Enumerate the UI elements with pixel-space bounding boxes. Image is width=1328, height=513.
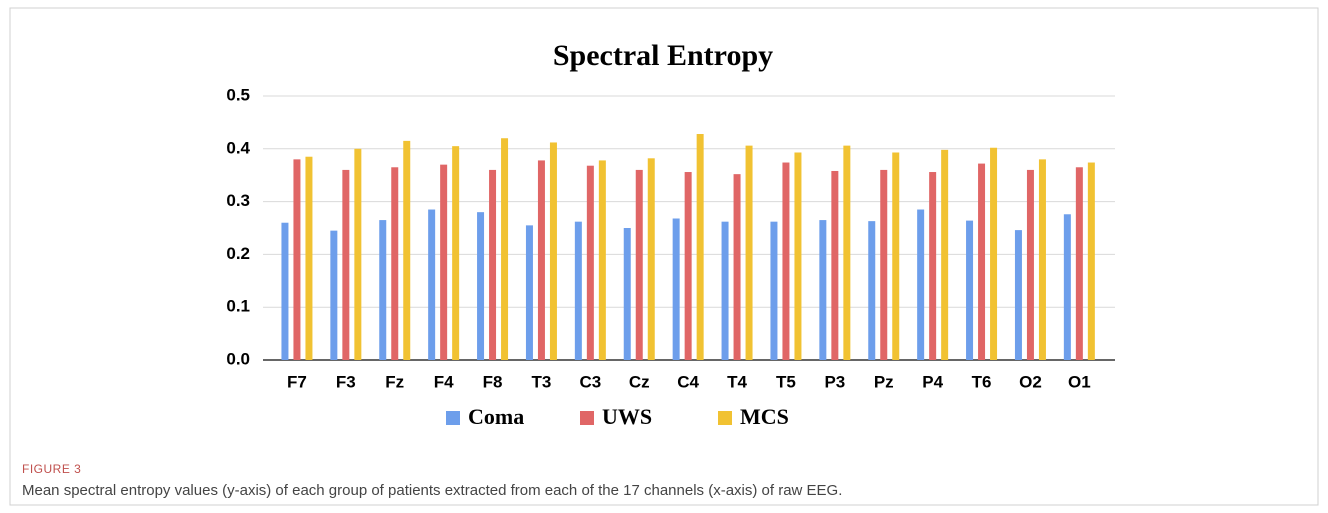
legend-swatch — [580, 411, 594, 425]
bar — [501, 138, 509, 360]
x-tick-label: T3 — [532, 372, 552, 391]
x-tick-label: F8 — [483, 372, 503, 391]
y-tick-label: 0.1 — [226, 297, 250, 316]
x-tick-label: F3 — [336, 372, 356, 391]
bar — [477, 212, 485, 360]
bar — [537, 160, 545, 360]
x-tick-label: Fz — [385, 372, 404, 391]
caption: Mean spectral entropy values (y-axis) of… — [22, 482, 842, 499]
bar — [966, 220, 974, 360]
bar — [929, 172, 937, 360]
bar — [623, 228, 631, 360]
bar — [1087, 162, 1095, 360]
bar — [1063, 214, 1071, 360]
x-tick-label: O1 — [1068, 372, 1091, 391]
x-tick-label: P4 — [922, 372, 943, 391]
bar — [440, 164, 448, 360]
bar — [1026, 169, 1034, 360]
bar — [354, 148, 362, 360]
bar — [684, 172, 692, 360]
bar — [598, 160, 606, 360]
y-tick-label: 0.4 — [226, 138, 250, 157]
x-tick-label: T4 — [727, 372, 747, 391]
x-tick-label: F4 — [434, 372, 454, 391]
bar — [489, 169, 497, 360]
bar — [819, 220, 827, 360]
bar — [831, 170, 839, 360]
bar — [733, 174, 741, 360]
legend-swatch — [446, 411, 460, 425]
bar — [342, 169, 350, 360]
bar — [794, 152, 802, 360]
bar — [428, 209, 436, 360]
bar — [978, 163, 986, 360]
bar — [1075, 167, 1083, 360]
bar — [721, 221, 729, 360]
x-tick-label: C4 — [677, 372, 699, 391]
bar — [305, 156, 313, 360]
bar — [880, 169, 888, 360]
legend-label: MCS — [740, 404, 789, 429]
y-tick-label: 0.5 — [226, 85, 250, 104]
bar — [696, 134, 704, 360]
bar — [281, 222, 289, 360]
legend-label: Coma — [468, 404, 524, 429]
x-tick-label: T6 — [972, 372, 992, 391]
x-tick-label: P3 — [824, 372, 845, 391]
x-tick-label: Cz — [629, 372, 650, 391]
bar — [635, 169, 643, 360]
legend-label: UWS — [602, 404, 652, 429]
bar — [647, 158, 655, 360]
bar — [745, 145, 753, 360]
legend-swatch — [718, 411, 732, 425]
bar — [782, 162, 790, 360]
bar — [452, 146, 460, 360]
bar — [892, 152, 900, 360]
bar — [330, 230, 338, 360]
bar — [379, 220, 387, 360]
bar — [1014, 230, 1022, 360]
bar — [917, 209, 925, 360]
bar — [391, 167, 399, 360]
x-tick-label: F7 — [287, 372, 307, 391]
bar — [990, 147, 998, 360]
bar — [868, 221, 876, 360]
bar — [1038, 159, 1046, 360]
chart-title: Spectral Entropy — [553, 39, 773, 72]
bar — [672, 218, 680, 360]
bar — [293, 159, 301, 360]
y-tick-label: 0.0 — [226, 349, 250, 368]
y-tick-label: 0.3 — [226, 191, 250, 210]
bar — [403, 140, 411, 360]
x-tick-label: Pz — [874, 372, 894, 391]
x-tick-label: T5 — [776, 372, 796, 391]
figure-border — [9, 7, 1319, 506]
x-tick-label: O2 — [1019, 372, 1042, 391]
bar — [549, 142, 557, 360]
y-tick-label: 0.2 — [226, 244, 250, 263]
bar — [586, 165, 594, 360]
bar — [574, 221, 582, 360]
bar — [843, 145, 851, 360]
figure-label: FIGURE 3 — [22, 462, 81, 476]
bar — [941, 149, 949, 360]
bar — [525, 225, 533, 360]
x-tick-label: C3 — [579, 372, 601, 391]
bar — [770, 221, 778, 360]
